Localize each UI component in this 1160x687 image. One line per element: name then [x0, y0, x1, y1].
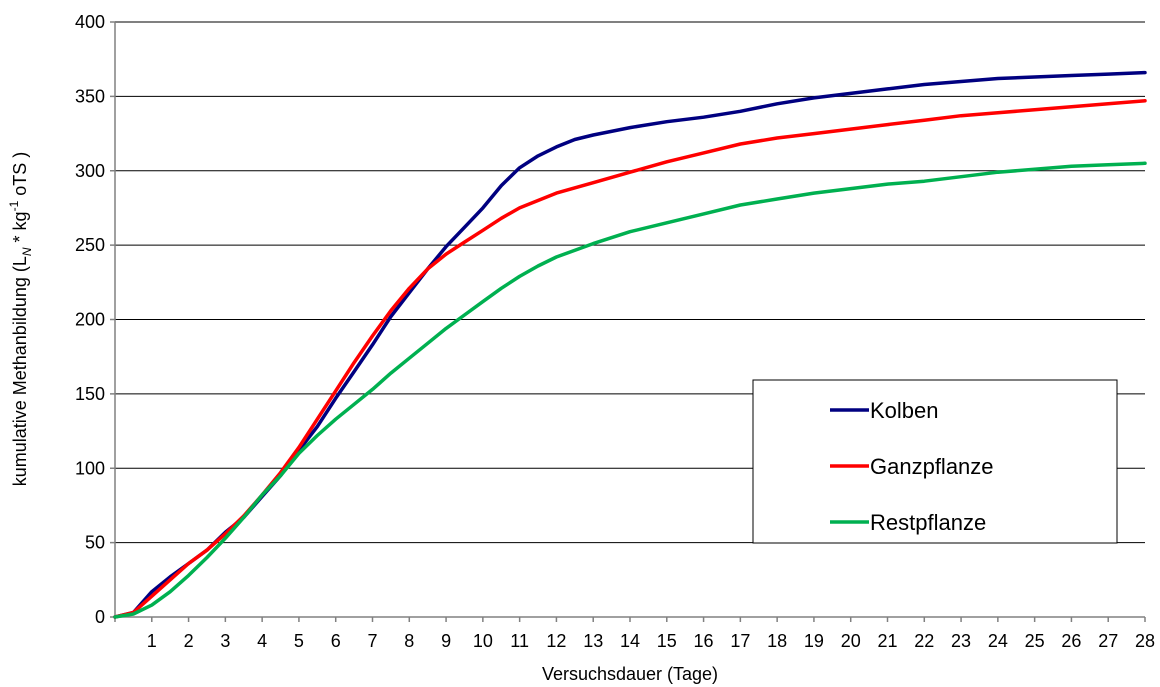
x-tick-label: 13	[583, 631, 603, 651]
y-tick-label: 300	[75, 161, 105, 181]
x-tick-label: 12	[546, 631, 566, 651]
x-tick-label: 6	[331, 631, 341, 651]
y-tick-label: 200	[75, 310, 105, 330]
x-tick-label: 27	[1098, 631, 1118, 651]
x-tick-label: 28	[1135, 631, 1155, 651]
y-tick-labels: 0 50 100 150 200 250 300 350 400	[75, 12, 115, 627]
y-axis-title-sup: -1	[7, 200, 21, 211]
series-line-2	[113, 161, 1147, 619]
x-tick-label: 1	[147, 631, 157, 651]
x-tick-label: 7	[367, 631, 377, 651]
legend-label-2: Restpflanze	[870, 510, 986, 535]
legend-label-1: Ganzpflanze	[870, 454, 994, 479]
x-tick-label: 19	[804, 631, 824, 651]
x-tick-label: 10	[473, 631, 493, 651]
legend: Kolben Ganzpflanze Restpflanze	[752, 379, 1118, 544]
x-axis-title: Versuchsdauer (Tage)	[542, 664, 718, 684]
y-tick-label: 250	[75, 235, 105, 255]
x-tick-label: 14	[620, 631, 640, 651]
y-axis-title-sub: N	[20, 247, 34, 256]
x-tick-label: 16	[694, 631, 714, 651]
x-tick-label: 24	[988, 631, 1008, 651]
x-tick-label: 9	[441, 631, 451, 651]
x-tick-label: 5	[294, 631, 304, 651]
x-tick-label: 23	[951, 631, 971, 651]
y-axis-title: kumulative Methanbildung (LN * kg-1 oTS …	[7, 152, 34, 487]
y-axis-title-end: oTS )	[10, 152, 30, 201]
y-tick-label: 0	[95, 607, 105, 627]
x-tick-label: 20	[841, 631, 861, 651]
x-tick-label: 11	[510, 631, 529, 651]
y-tick-label: 150	[75, 384, 105, 404]
x-tick-label: 3	[220, 631, 230, 651]
legend-label-0: Kolben	[870, 398, 939, 423]
y-axis-title-mid: * kg	[10, 211, 30, 247]
y-tick-label: 100	[75, 458, 105, 478]
y-axis-title-main: kumulative Methanbildung (L	[10, 256, 30, 486]
x-tick-label: 26	[1061, 631, 1081, 651]
x-tick-label: 17	[730, 631, 750, 651]
x-tick-label: 4	[257, 631, 267, 651]
y-tick-label: 400	[75, 12, 105, 32]
x-tick-labels: 1 2 3 4 5 6 7 8 9 10 11 12 13 14 15 16 17 18 19 20 21 22 23 24 2…	[114, 617, 1155, 651]
series-lines	[113, 70, 1147, 619]
y-tick-label: 350	[75, 86, 105, 106]
y-tick-label: 50	[85, 533, 105, 553]
x-tick-label: 21	[877, 631, 897, 651]
x-tick-label: 8	[404, 631, 414, 651]
x-tick-label: 2	[184, 631, 194, 651]
legend-box	[752, 379, 1118, 544]
x-tick-label: 18	[767, 631, 787, 651]
x-tick-label: 22	[914, 631, 934, 651]
x-tick-label: 15	[657, 631, 677, 651]
x-tick-label: 25	[1025, 631, 1045, 651]
